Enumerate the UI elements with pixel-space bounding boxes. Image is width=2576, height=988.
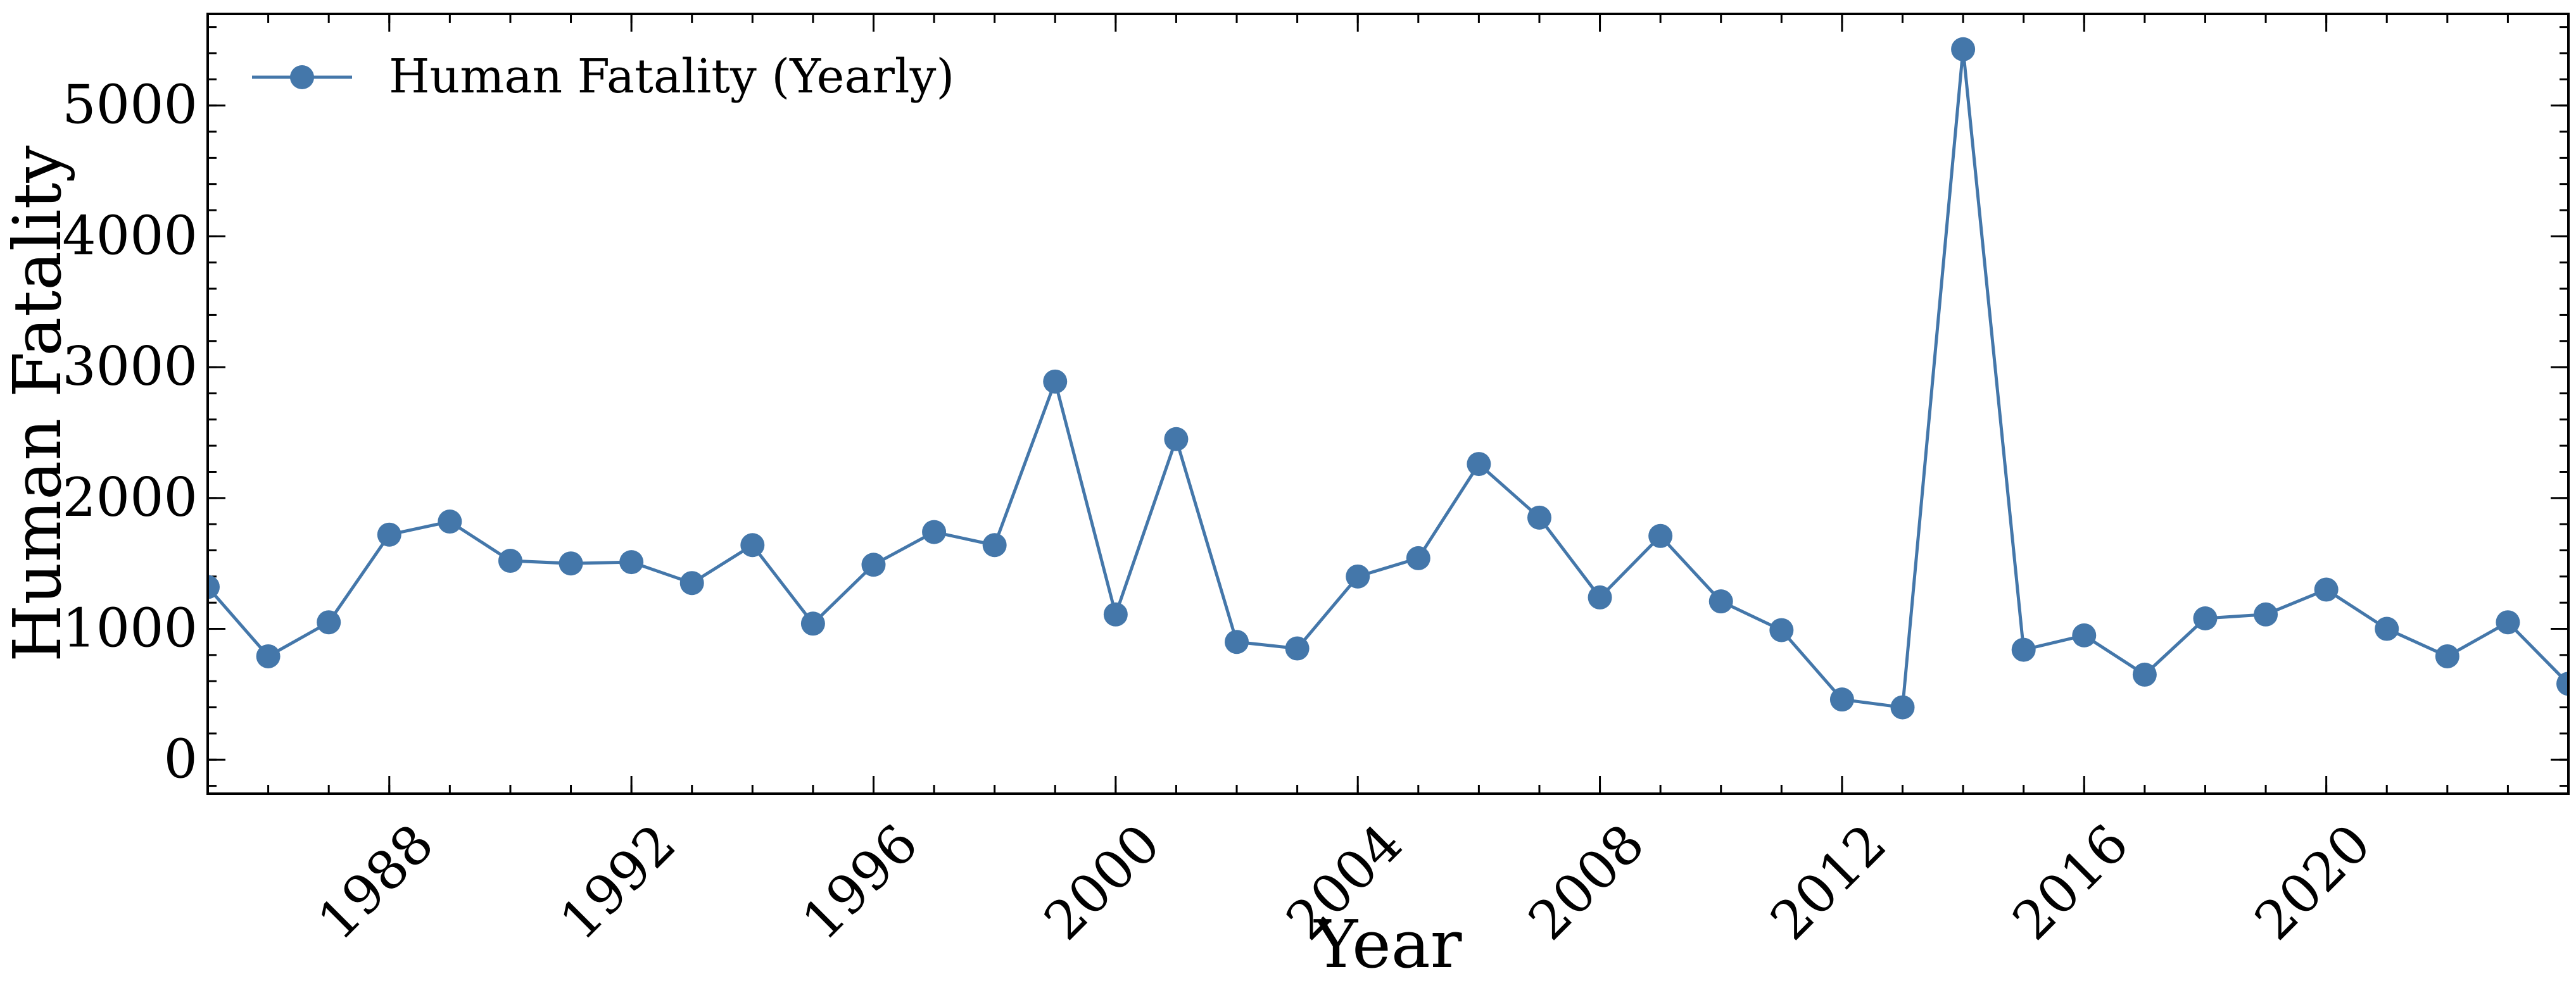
y-tick-label: 3000: [62, 335, 198, 397]
data-point: [679, 571, 704, 596]
data-point: [1285, 636, 1310, 661]
data-point: [1951, 37, 1976, 61]
data-point: [377, 522, 401, 547]
data-point: [559, 551, 583, 576]
data-point: [982, 533, 1007, 558]
data-point: [1406, 546, 1430, 570]
series-line: [208, 47, 2568, 710]
data-point: [1103, 602, 1128, 627]
data-point: [2375, 616, 2399, 641]
data-point: [1890, 695, 1915, 720]
data-point: [1164, 427, 1189, 451]
data-point: [861, 553, 886, 577]
data-point: [317, 610, 341, 635]
data-point: [1648, 523, 1673, 548]
y-tick-labels: 0 1000 2000 3000 4000 5000: [62, 74, 198, 791]
data-point: [1769, 618, 1794, 642]
data-series: [208, 37, 2568, 720]
data-point: [619, 550, 644, 575]
data-point: [2011, 637, 2036, 662]
data-point: [2556, 672, 2568, 696]
data-point: [256, 644, 281, 668]
y-tick-label: 2000: [62, 466, 198, 528]
y-tick-label: 1000: [62, 597, 198, 660]
data-point: [800, 611, 825, 636]
x-axis-title: Year: [1313, 906, 1462, 983]
legend-marker-swatch: [290, 65, 314, 89]
data-point: [208, 575, 220, 599]
data-point: [2496, 610, 2520, 635]
data-point: [1527, 505, 1551, 530]
data-point: [438, 510, 462, 534]
data-point: [740, 533, 765, 558]
data-point: [922, 520, 947, 544]
y-tick-label: 5000: [62, 74, 198, 136]
data-point: [1043, 369, 1068, 394]
y-tick-label: 4000: [62, 204, 198, 266]
data-point: [498, 549, 522, 573]
plot-frame: [206, 13, 2570, 795]
data-point: [2132, 662, 2157, 687]
axis-ticks: [206, 14, 2570, 794]
y-tick-label: 0: [164, 728, 198, 790]
data-point: [1829, 687, 1854, 712]
data-point: [2193, 606, 2218, 631]
series-group: [208, 37, 2568, 720]
data-point: [1225, 630, 1249, 654]
data-point: [1588, 585, 1612, 610]
data-point: [1346, 564, 1370, 589]
y-axis-title: Human Fatality: [0, 146, 76, 663]
legend-label: Human Fatality (Yearly): [389, 49, 954, 104]
data-point: [1467, 452, 1491, 477]
data-point: [2435, 644, 2459, 668]
data-point: [2072, 623, 2097, 647]
data-point: [2254, 602, 2278, 627]
data-point: [1708, 589, 1733, 614]
data-point: [2314, 577, 2339, 602]
legend: Human Fatality (Yearly): [252, 49, 954, 104]
